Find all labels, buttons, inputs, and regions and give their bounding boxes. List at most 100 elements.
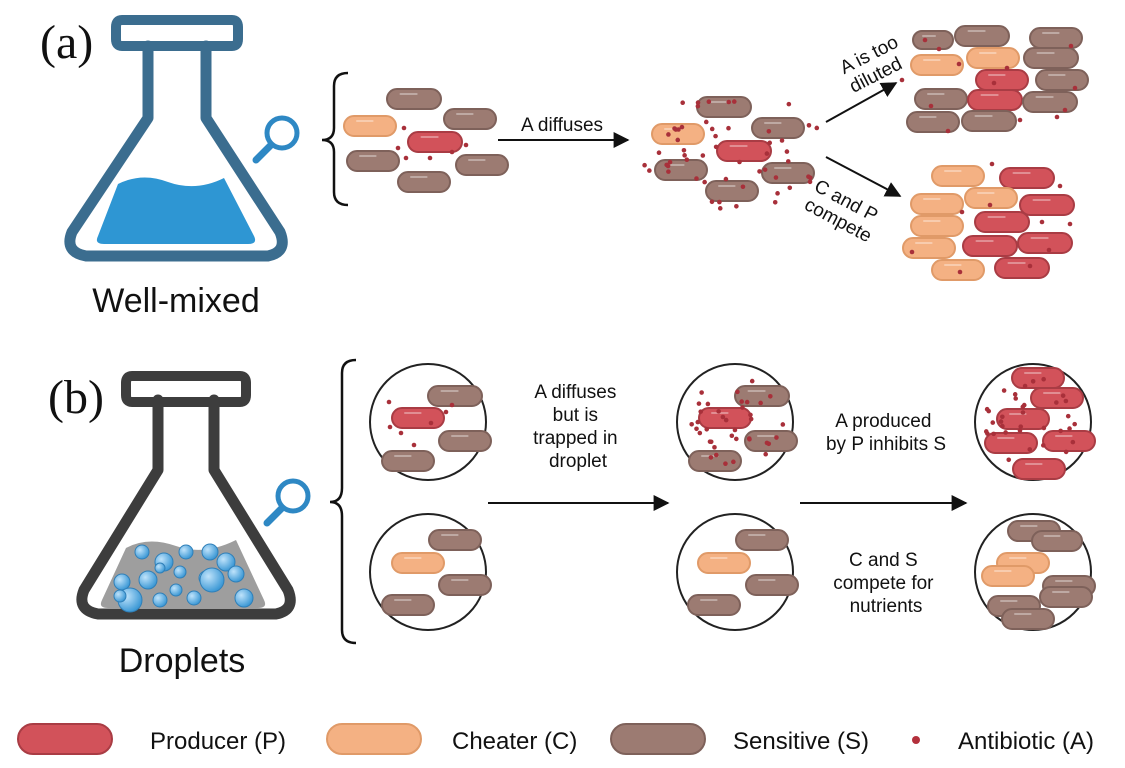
sensitive-cell bbox=[1001, 608, 1055, 630]
antibiotic-dot bbox=[814, 125, 820, 131]
antibiotic-dot bbox=[1041, 443, 1046, 448]
step-label-compete-nutrients-line3: nutrients bbox=[850, 596, 923, 617]
sensitive-cell bbox=[745, 574, 799, 596]
antibiotic-dot bbox=[680, 100, 685, 105]
antibiotic-dot bbox=[689, 421, 694, 427]
antibiotic-dot bbox=[398, 430, 404, 436]
bubble bbox=[178, 544, 194, 560]
producer-cell bbox=[391, 407, 445, 429]
antibiotic-dot bbox=[463, 142, 469, 148]
antibiotic-dot bbox=[694, 176, 699, 181]
sensitive-cell bbox=[1039, 586, 1093, 608]
legend-sensitive-label: Sensitive (S) bbox=[733, 728, 869, 755]
legend-producer-label: Producer (P) bbox=[150, 728, 286, 755]
antibiotic-dot bbox=[746, 436, 752, 441]
sensitive-cell bbox=[381, 594, 435, 616]
bubble bbox=[199, 567, 225, 593]
antibiotic-dot bbox=[998, 419, 1004, 424]
producer-cell bbox=[975, 69, 1029, 91]
sensitive-cell bbox=[912, 30, 954, 50]
antibiotic-dot bbox=[700, 153, 706, 158]
producer-cell bbox=[999, 167, 1055, 189]
antibiotic-dot bbox=[731, 99, 737, 104]
flask-well-mixed-icon bbox=[64, 15, 288, 262]
antibiotic-dot bbox=[387, 424, 393, 430]
antibiotic-dot bbox=[695, 100, 701, 105]
antibiotic-dot bbox=[766, 128, 772, 134]
cheater-cell bbox=[343, 115, 397, 137]
panel-a-label: (a) bbox=[40, 16, 93, 69]
producer-cell bbox=[1017, 232, 1073, 254]
antibiotic-dot bbox=[1022, 383, 1028, 389]
antibiotic-dot bbox=[1006, 457, 1012, 463]
antibiotic-dot bbox=[1027, 263, 1033, 269]
sensitive-cell bbox=[427, 385, 483, 407]
antibiotic-dot bbox=[682, 153, 687, 158]
antibiotic-dot bbox=[983, 429, 989, 434]
antibiotic-dot bbox=[909, 249, 915, 255]
antibiotic-dot bbox=[1013, 396, 1019, 401]
antibiotic-dot bbox=[774, 435, 779, 440]
legend: Producer (P) Cheater (C) Sensitive (S) A… bbox=[17, 723, 1094, 755]
producer-cell bbox=[1011, 367, 1065, 389]
sensitive-cell bbox=[381, 450, 435, 472]
antibiotic-dot bbox=[443, 409, 449, 415]
sensitive-cell bbox=[751, 117, 805, 139]
antibiotic-dot bbox=[734, 203, 739, 209]
bubble bbox=[169, 583, 183, 597]
antibiotic-dot bbox=[656, 150, 662, 156]
flask-label-well-mixed: Well-mixed bbox=[92, 282, 260, 320]
sensitive-cell bbox=[386, 88, 442, 110]
antibiotic-dot bbox=[1012, 392, 1018, 397]
cheater-cell bbox=[391, 552, 445, 574]
antibiotic-dot bbox=[449, 402, 455, 408]
producer-cell bbox=[1042, 430, 1096, 452]
sensitive-cell bbox=[443, 108, 497, 130]
antibiotic-dot bbox=[702, 179, 707, 185]
antibiotic-dot bbox=[717, 206, 723, 211]
antibiotic-dot bbox=[1057, 183, 1063, 189]
sensitive-cell bbox=[397, 171, 451, 193]
producer-cell bbox=[716, 140, 772, 162]
antibiotic-dot bbox=[767, 140, 773, 146]
antibiotic-dot bbox=[729, 433, 735, 439]
antibiotic-dot bbox=[899, 77, 905, 83]
antibiotic-dot bbox=[1063, 449, 1069, 455]
antibiotic-dot bbox=[1017, 428, 1023, 433]
sensitive-cell bbox=[428, 529, 482, 551]
antibiotic-dot bbox=[427, 155, 433, 161]
antibiotic-dot bbox=[739, 399, 744, 404]
legend-producer-swatch bbox=[17, 723, 113, 755]
antibiotic-dot bbox=[1068, 43, 1074, 49]
antibiotic-dot bbox=[990, 420, 996, 425]
cheater-cell bbox=[902, 237, 956, 259]
sensitive-cell bbox=[455, 154, 509, 176]
bubble bbox=[201, 543, 219, 561]
antibiotic-dot bbox=[1017, 117, 1023, 123]
antibiotic-dot bbox=[749, 378, 755, 384]
legend-cheater-swatch bbox=[326, 723, 422, 755]
bubble bbox=[113, 573, 131, 591]
antibiotic-dot bbox=[1060, 393, 1066, 398]
step-label-trapped: A diffuses but is trapped in droplet bbox=[533, 382, 623, 472]
cheater-cell bbox=[931, 165, 985, 187]
antibiotic-dot bbox=[704, 426, 710, 432]
antibiotic-dot bbox=[720, 414, 726, 420]
antibiotic-dot bbox=[731, 459, 736, 465]
step-label-inhibits-line2: by P inhibits S bbox=[826, 434, 946, 455]
droplet-cells bbox=[381, 367, 1096, 630]
antibiotic-dot bbox=[1041, 376, 1046, 382]
branch-label-compete: C and P compete bbox=[801, 176, 886, 248]
bubble bbox=[216, 552, 236, 572]
bubble bbox=[227, 565, 245, 583]
antibiotic-dot bbox=[723, 461, 728, 466]
producer-cell bbox=[698, 407, 752, 429]
liquid-well-mixed bbox=[96, 177, 256, 244]
cheater-cell bbox=[966, 47, 1020, 69]
sensitive-cell bbox=[961, 110, 1017, 132]
antibiotic-dot bbox=[713, 144, 719, 150]
antibiotic-dot bbox=[1021, 402, 1027, 408]
antibiotic-dot bbox=[773, 175, 779, 180]
antibiotic-dot bbox=[784, 149, 790, 154]
